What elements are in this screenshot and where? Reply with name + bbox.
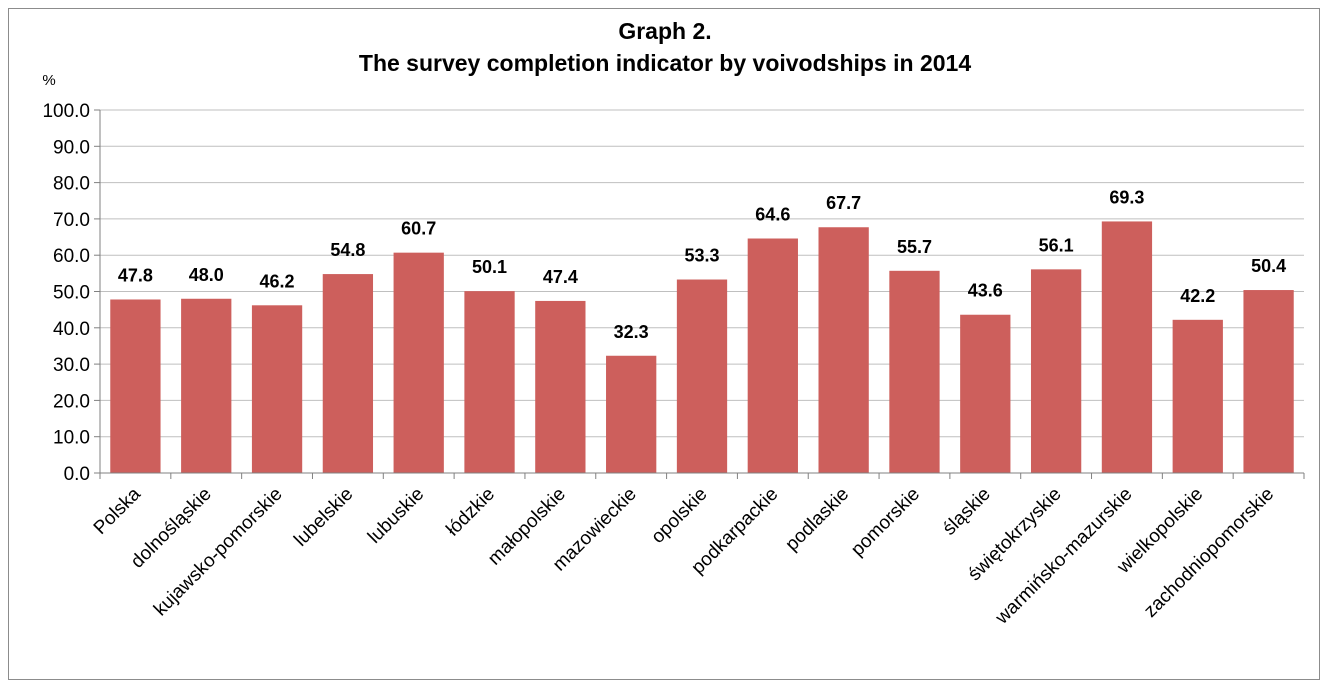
- bar-value-label: 46.2: [260, 271, 295, 291]
- bar: [1243, 290, 1294, 473]
- bar-value-label: 53.3: [684, 246, 719, 266]
- bar: [1030, 269, 1082, 473]
- x-category-label: opolskie: [647, 484, 711, 548]
- bar: [747, 238, 798, 473]
- x-category-label: pomorskie: [847, 484, 924, 561]
- x-category-label: lubelskie: [290, 484, 357, 551]
- y-tick-label: 10.0: [53, 428, 90, 449]
- bar-value-label: 50.4: [1251, 256, 1286, 276]
- bar: [251, 305, 303, 473]
- bars: [110, 221, 1294, 473]
- x-category-label: Polska: [90, 483, 145, 538]
- y-tick-label: 60.0: [53, 246, 90, 267]
- bar: [110, 299, 161, 473]
- x-category-label: podlaskie: [782, 484, 854, 556]
- y-tick-label: 40.0: [53, 319, 90, 340]
- bar-value-label: 47.4: [543, 267, 578, 287]
- bar-value-label: 67.7: [826, 193, 861, 213]
- bar: [393, 252, 444, 473]
- x-category-label: kujawsko-pomorskie: [150, 484, 287, 621]
- y-tick-label: 70.0: [53, 210, 90, 231]
- bar: [535, 300, 586, 473]
- bar: [1172, 319, 1223, 473]
- bar: [181, 298, 232, 473]
- bar: [889, 270, 940, 473]
- bar-value-label: 32.3: [614, 322, 649, 342]
- bar: [818, 227, 869, 473]
- x-category-label: warmińsko-mazurskie: [991, 484, 1136, 629]
- value-labels: 47.8 48.0 46.2 54.8 60.7 50.1 47.4 32.3 53.3 64.6…: [118, 187, 1286, 341]
- bar-value-label: 54.8: [330, 240, 365, 260]
- bar: [464, 291, 515, 473]
- y-tick-label: 50.0: [53, 283, 90, 304]
- x-category-label: łódzkie: [442, 484, 499, 541]
- bar-value-label: 69.3: [1109, 187, 1144, 207]
- y-tick-label: 0.0: [64, 464, 90, 485]
- bar: [1101, 221, 1153, 473]
- y-axis-unit-label: %: [42, 72, 55, 89]
- y-tick-label: 80.0: [53, 174, 90, 195]
- bar-value-label: 50.1: [472, 257, 507, 277]
- x-category-label: lubuskie: [364, 484, 428, 548]
- bar: [606, 355, 657, 473]
- bar: [676, 279, 728, 473]
- bar: [322, 274, 374, 473]
- x-category-label: śląskie: [939, 484, 995, 540]
- y-tick-label: 100.0: [42, 101, 90, 122]
- chart-title-line-1: Graph 2.: [618, 18, 712, 44]
- bar-value-label: 43.6: [968, 281, 1003, 301]
- bar-value-label: 55.7: [897, 237, 932, 257]
- bar-value-label: 60.7: [401, 219, 436, 239]
- bar: [960, 314, 1011, 473]
- x-category-label: zachodniopomorskie: [1140, 484, 1278, 622]
- y-axis: 0.0 10.0 20.0 30.0 40.0 50.0 60.0 70.0 80.0 90.0 1…: [42, 72, 101, 485]
- bar-value-label: 42.2: [1180, 286, 1215, 306]
- y-tick-label: 20.0: [53, 391, 90, 412]
- bar-value-label: 64.6: [755, 205, 790, 225]
- y-tick-label: 30.0: [53, 355, 90, 376]
- chart-title-line-2: The survey completion indicator by voivo…: [358, 50, 972, 76]
- bar-value-label: 56.1: [1039, 235, 1074, 255]
- y-tick-label: 90.0: [53, 137, 90, 158]
- bar-value-label: 47.8: [118, 265, 153, 285]
- bar-value-label: 48.0: [189, 265, 224, 285]
